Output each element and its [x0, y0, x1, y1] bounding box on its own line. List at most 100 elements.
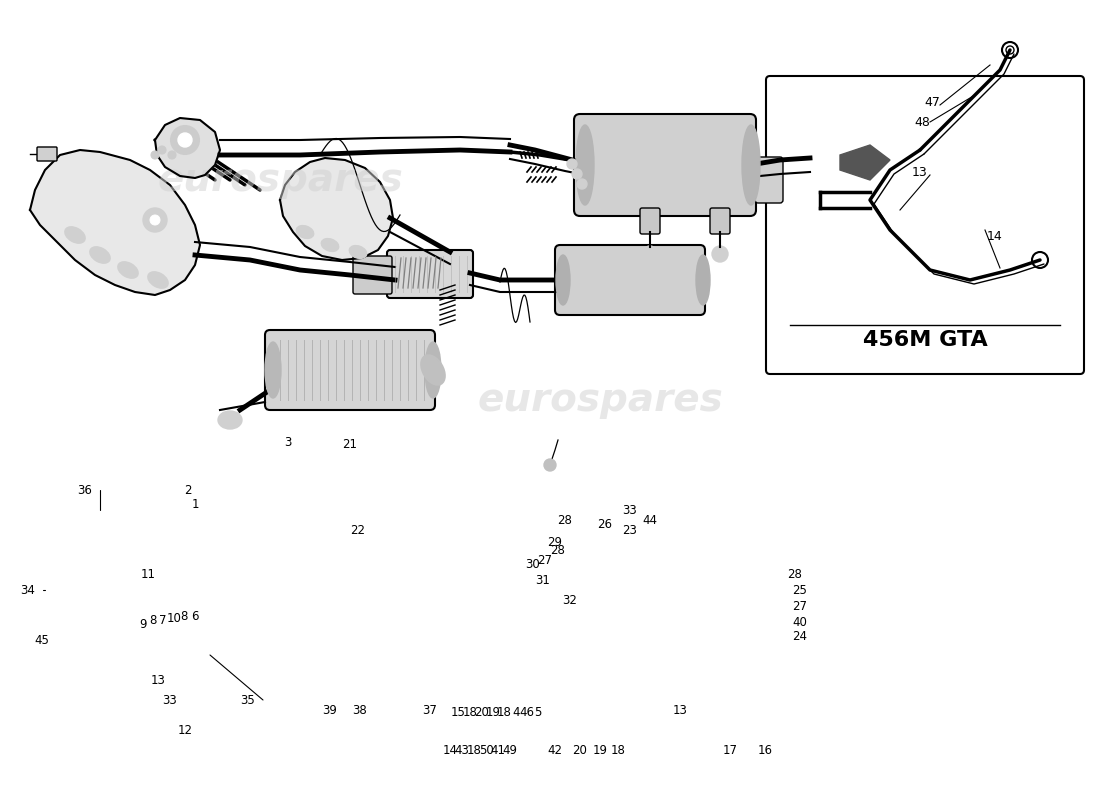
Circle shape [151, 151, 160, 159]
Text: eurospares: eurospares [477, 381, 723, 419]
Text: 13: 13 [151, 674, 165, 686]
Circle shape [170, 126, 199, 154]
Ellipse shape [742, 125, 760, 205]
Ellipse shape [65, 227, 85, 243]
Text: 41: 41 [491, 743, 506, 757]
Circle shape [712, 246, 728, 262]
Ellipse shape [425, 342, 441, 398]
FancyBboxPatch shape [387, 250, 473, 298]
Text: 40: 40 [793, 615, 807, 629]
Ellipse shape [296, 226, 314, 238]
Text: 17: 17 [723, 743, 737, 757]
Text: 1: 1 [191, 498, 199, 511]
Ellipse shape [556, 255, 570, 305]
FancyBboxPatch shape [353, 256, 392, 294]
Circle shape [158, 146, 166, 154]
Text: 14: 14 [442, 743, 458, 757]
Text: 39: 39 [322, 703, 338, 717]
Ellipse shape [147, 272, 168, 288]
Ellipse shape [118, 262, 139, 278]
Text: 8: 8 [150, 614, 156, 626]
Ellipse shape [421, 355, 444, 385]
Text: 13: 13 [672, 703, 688, 717]
Circle shape [578, 179, 587, 189]
Ellipse shape [265, 342, 280, 398]
Ellipse shape [90, 247, 110, 263]
Text: 20: 20 [474, 706, 490, 718]
Text: 49: 49 [503, 743, 517, 757]
Text: 7: 7 [160, 614, 167, 626]
Text: eurospares: eurospares [157, 161, 403, 199]
Text: 37: 37 [422, 703, 438, 717]
Text: 36: 36 [78, 483, 92, 497]
Text: 27: 27 [792, 601, 807, 614]
Text: 46: 46 [519, 706, 535, 718]
Text: 18: 18 [466, 743, 482, 757]
Text: 30: 30 [526, 558, 540, 571]
Text: 32: 32 [562, 594, 578, 606]
Text: 27: 27 [538, 554, 552, 566]
Text: 50: 50 [478, 743, 494, 757]
Text: 12: 12 [177, 723, 192, 737]
Text: 45: 45 [34, 634, 50, 646]
Text: 28: 28 [551, 543, 565, 557]
Text: 5: 5 [535, 706, 541, 718]
FancyBboxPatch shape [37, 147, 57, 161]
Circle shape [572, 169, 582, 179]
Text: 47: 47 [924, 95, 939, 109]
Circle shape [168, 151, 176, 159]
Text: 2: 2 [185, 483, 191, 497]
Text: 456M GTA: 456M GTA [862, 330, 988, 350]
Text: 48: 48 [914, 115, 929, 129]
Text: 14: 14 [987, 230, 1003, 243]
Text: 18: 18 [496, 706, 512, 718]
Circle shape [178, 133, 192, 147]
Ellipse shape [218, 411, 242, 429]
Text: 21: 21 [342, 438, 358, 451]
Text: 4: 4 [513, 706, 519, 718]
Text: 35: 35 [241, 694, 255, 706]
Text: 34: 34 [21, 583, 35, 597]
Circle shape [566, 159, 578, 169]
Text: 20: 20 [573, 743, 587, 757]
Text: 28: 28 [788, 569, 802, 582]
Text: 22: 22 [351, 523, 365, 537]
Text: 29: 29 [548, 537, 562, 550]
Text: 8: 8 [180, 610, 188, 623]
Text: 9: 9 [140, 618, 146, 631]
Text: 38: 38 [353, 703, 367, 717]
Text: 26: 26 [597, 518, 613, 531]
Circle shape [150, 215, 160, 225]
Text: 18: 18 [463, 706, 477, 718]
Text: 25: 25 [793, 583, 807, 597]
Text: 16: 16 [758, 743, 772, 757]
FancyBboxPatch shape [556, 245, 705, 315]
FancyBboxPatch shape [755, 157, 783, 203]
Polygon shape [155, 118, 220, 178]
FancyBboxPatch shape [265, 330, 434, 410]
Ellipse shape [576, 125, 594, 205]
Ellipse shape [350, 246, 366, 258]
Ellipse shape [321, 238, 339, 251]
Text: 10: 10 [166, 611, 182, 625]
FancyBboxPatch shape [766, 76, 1084, 374]
Text: 44: 44 [642, 514, 658, 526]
Polygon shape [840, 145, 890, 180]
Text: 19: 19 [593, 743, 607, 757]
Polygon shape [30, 150, 200, 295]
Text: 24: 24 [792, 630, 807, 643]
Text: 6: 6 [191, 610, 199, 623]
Text: 13: 13 [912, 166, 928, 178]
Text: 15: 15 [451, 706, 465, 718]
Circle shape [143, 208, 167, 232]
Text: 23: 23 [623, 523, 637, 537]
Text: 31: 31 [536, 574, 550, 586]
Text: 33: 33 [163, 694, 177, 706]
Text: 33: 33 [623, 503, 637, 517]
Circle shape [544, 459, 556, 471]
Text: 11: 11 [141, 569, 155, 582]
FancyBboxPatch shape [640, 208, 660, 234]
Text: 42: 42 [548, 743, 562, 757]
FancyBboxPatch shape [710, 208, 730, 234]
FancyBboxPatch shape [574, 114, 756, 216]
